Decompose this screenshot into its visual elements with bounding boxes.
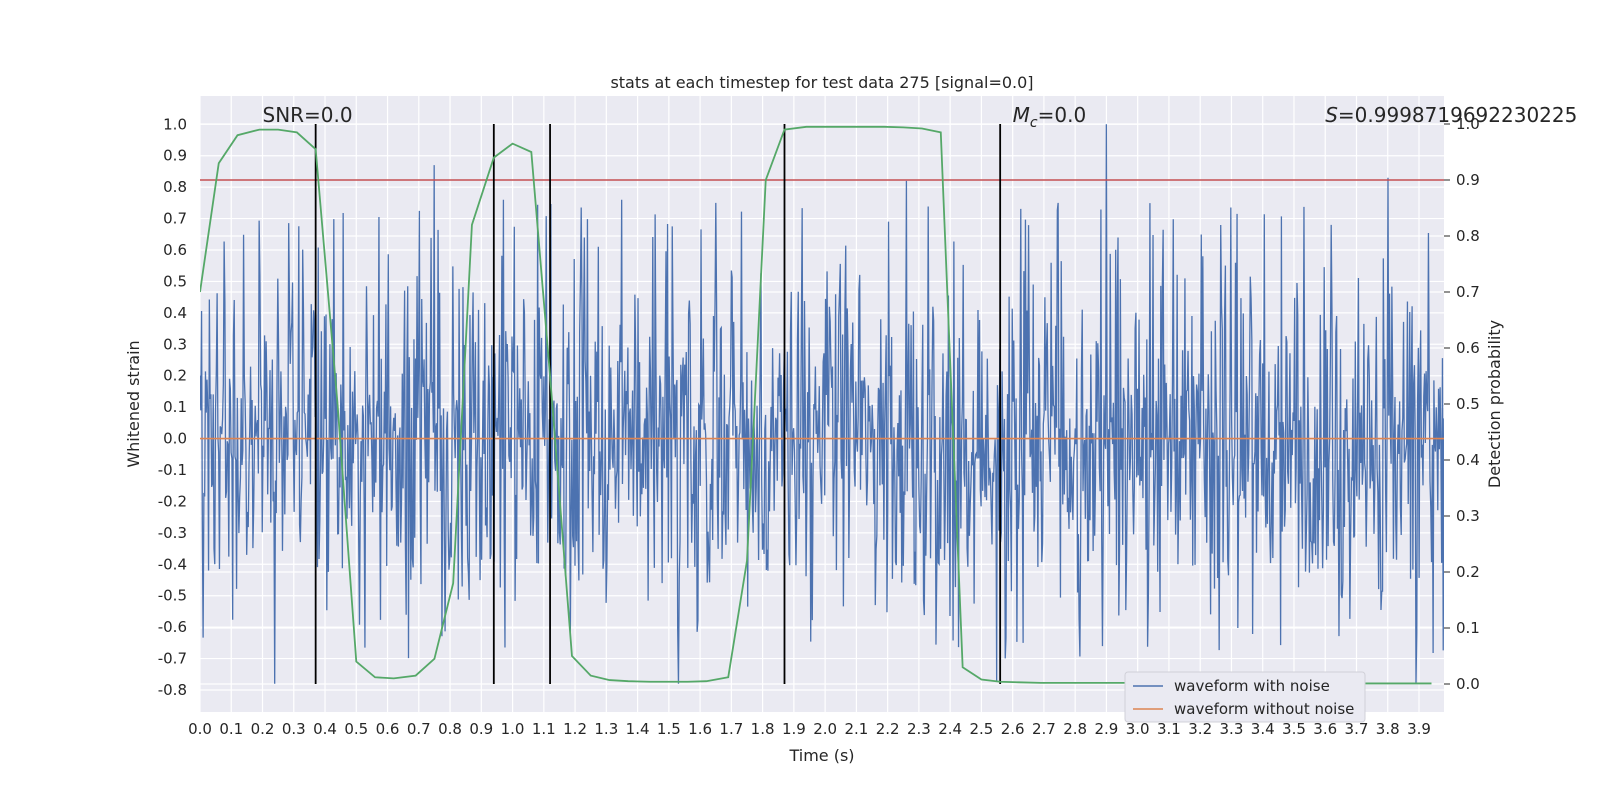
y-tick-label: 0.1 [163, 398, 187, 416]
y2-tick-label: 0.1 [1456, 619, 1480, 637]
y-axis-ticks: -0.8 -0.7 -0.6 -0.5 -0.4 -0.3 -0.2 -0.1 0.0 0.1 0.… [158, 115, 187, 699]
x-tick-label: 1.4 [626, 720, 650, 738]
x-tick-label: 0.5 [344, 720, 368, 738]
snr-annotation: SNR=0.0 [263, 103, 353, 127]
x-tick-label: 2.0 [813, 720, 837, 738]
x-tick-label: 3.6 [1313, 720, 1337, 738]
legend-entry-noise: waveform with noise [1174, 677, 1330, 695]
x-tick-label: 3.1 [1157, 720, 1181, 738]
x-tick-label: 3.8 [1376, 720, 1400, 738]
x-tick-label: 2.9 [1095, 720, 1119, 738]
x-tick-label: 0.4 [313, 720, 337, 738]
x-tick-label: 3.4 [1251, 720, 1275, 738]
y-axis-label: Whitened strain [124, 340, 143, 467]
x-tick-label: 1.3 [594, 720, 618, 738]
x-tick-label: 2.2 [876, 720, 900, 738]
x-tick-label: 2.7 [1032, 720, 1056, 738]
legend-entry-clean: waveform without noise [1174, 700, 1354, 718]
y-tick-label: 0.9 [163, 147, 187, 165]
y-tick-label: 0.4 [163, 304, 187, 322]
x-axis-label: Time (s) [788, 746, 854, 765]
y2-tick-label: 0.4 [1456, 451, 1480, 469]
noise-waveform-layer [200, 124, 1444, 684]
x-tick-label: 3.3 [1220, 720, 1244, 738]
y-tick-label: -0.3 [158, 524, 187, 542]
x-tick-label: 2.1 [844, 720, 868, 738]
x-tick-label: 3.5 [1282, 720, 1306, 738]
x-tick-label: 3.0 [1126, 720, 1150, 738]
y2-tick-label: 1.0 [1456, 115, 1480, 133]
y-tick-label: -0.1 [158, 461, 187, 479]
y2-tick-label: 0.8 [1456, 227, 1480, 245]
x-tick-label: 3.2 [1188, 720, 1212, 738]
x-tick-label: 3.7 [1345, 720, 1369, 738]
score-annotation: S=0.9998719692230225 [1325, 103, 1577, 127]
y2-tick-label: 0.2 [1456, 563, 1480, 581]
y2-tick-label: 0.5 [1456, 395, 1480, 413]
x-tick-label: 0.8 [438, 720, 462, 738]
x-tick-label: 1.8 [751, 720, 775, 738]
x-tick-label: 0.7 [407, 720, 431, 738]
x-tick-label: 0.1 [219, 720, 243, 738]
x-tick-label: 1.1 [532, 720, 556, 738]
y-tick-label: 0.6 [163, 241, 187, 259]
y-tick-label: 0.8 [163, 178, 187, 196]
x-tick-label: 2.5 [969, 720, 993, 738]
x-tick-label: 0.9 [469, 720, 493, 738]
y-tick-label: -0.7 [158, 650, 187, 668]
series-waveform-with-noise [200, 124, 1444, 684]
y2-tick-label: 0.0 [1456, 675, 1480, 693]
x-tick-label: 1.7 [719, 720, 743, 738]
y-tick-label: 0.5 [163, 272, 187, 290]
y-tick-label: 0.2 [163, 367, 187, 385]
x-tick-label: 2.4 [938, 720, 962, 738]
y-tick-label: -0.2 [158, 492, 187, 510]
x-tick-label: 1.6 [688, 720, 712, 738]
x-tick-label: 0.6 [376, 720, 400, 738]
y2-tick-label: 0.9 [1456, 171, 1480, 189]
y-tick-label: 0.0 [163, 430, 187, 448]
annotations: SNR=0.0 Mc=0.0 S=0.9998719692230225 [263, 103, 1578, 131]
y-tick-label: -0.6 [158, 618, 187, 636]
y-tick-label: 0.7 [163, 210, 187, 228]
y2-tick-label: 0.7 [1456, 283, 1480, 301]
x-tick-label: 1.5 [657, 720, 681, 738]
y2-tick-label: 0.6 [1456, 339, 1480, 357]
y-tick-label: 0.3 [163, 335, 187, 353]
y-tick-label: -0.5 [158, 587, 187, 605]
chirp-mass-annotation: Mc=0.0 [1013, 103, 1087, 131]
y-tick-label: 1.0 [163, 115, 187, 133]
x-tick-label: 0.0 [188, 720, 212, 738]
y-tick-label: -0.8 [158, 681, 187, 699]
y-tick-label: -0.4 [158, 555, 187, 573]
x-tick-label: 0.2 [251, 720, 275, 738]
x-tick-label: 3.9 [1407, 720, 1431, 738]
y2-axis-ticks: 0.0 0.1 0.2 0.3 0.4 0.5 0.6 0.7 0.8 0.9 1.0 [1444, 115, 1480, 693]
x-tick-label: 0.3 [282, 720, 306, 738]
legend-box [1124, 671, 1366, 723]
x-axis-ticks: 0.0 0.1 0.2 0.3 0.4 0.5 0.6 0.7 0.8 0.9 1.0 1.1 1.2 1… [188, 720, 1431, 738]
x-tick-label: 2.8 [1063, 720, 1087, 738]
x-tick-label: 1.2 [563, 720, 587, 738]
x-tick-label: 1.0 [501, 720, 525, 738]
x-tick-label: 2.3 [907, 720, 931, 738]
chart-title: stats at each timestep for test data 275… [610, 73, 1033, 92]
legend: waveform with noise waveform without noi… [1124, 671, 1366, 723]
x-tick-label: 2.6 [1001, 720, 1025, 738]
y2-tick-label: 0.3 [1456, 507, 1480, 525]
y2-axis-label: Detection probability [1485, 320, 1504, 488]
x-tick-label: 1.9 [782, 720, 806, 738]
